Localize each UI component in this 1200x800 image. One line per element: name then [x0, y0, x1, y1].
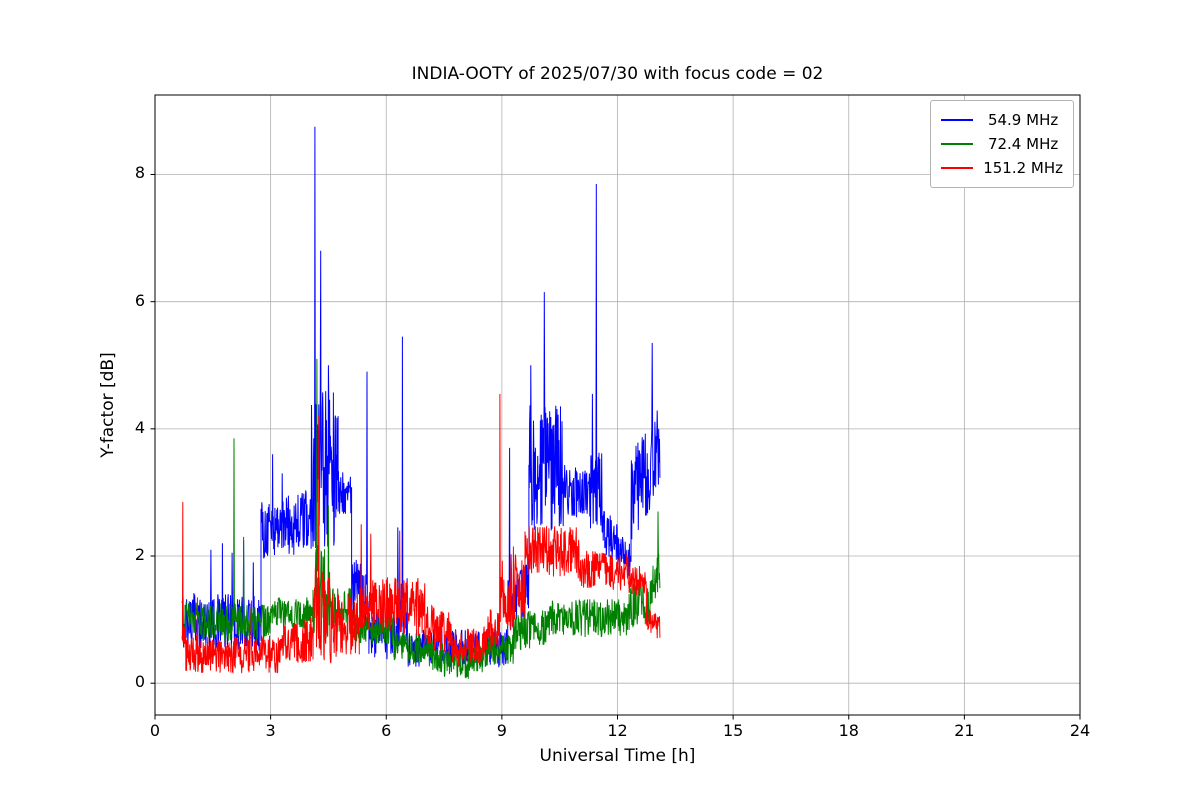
legend-line-sample — [941, 167, 974, 169]
legend-label: 54.9 MHz — [983, 111, 1059, 129]
legend-entry-151.2-mhz: 151.2 MHz — [941, 156, 1063, 180]
x-tick-label: 15 — [722, 721, 744, 740]
x-tick-label: 21 — [954, 721, 975, 740]
legend-label: 151.2 MHz — [983, 159, 1063, 177]
y-tick-label: 4 — [134, 417, 145, 437]
x-tick-label: 24 — [1069, 721, 1091, 740]
x-tick-label: 0 — [149, 721, 161, 740]
x-tick-label: 3 — [265, 721, 276, 740]
series-line-54.9-mhz — [181, 126, 661, 668]
legend-line-sample — [941, 119, 974, 121]
x-tick-label: 12 — [607, 721, 628, 740]
legend-line-sample — [941, 143, 974, 145]
x-tick-label: 18 — [838, 721, 859, 740]
y-tick-label: 2 — [134, 545, 145, 565]
chart-title: INDIA-OOTY of 2025/07/30 with focus code… — [411, 64, 824, 84]
y-tick-label: 8 — [134, 163, 145, 183]
legend-entry-72.4-mhz: 72.4 MHz — [941, 132, 1063, 156]
y-axis-label: Y-factor [dB] — [98, 352, 118, 458]
legend: 54.9 MHz 72.4 MHz 151.2 MHz — [930, 100, 1074, 188]
x-tick-label: 6 — [381, 721, 392, 740]
x-tick-label: 9 — [496, 721, 507, 740]
y-tick-label: 6 — [134, 290, 145, 310]
legend-entry-54.9-mhz: 54.9 MHz — [941, 108, 1063, 132]
series-line-151.2-mhz — [181, 393, 661, 675]
legend-label: 72.4 MHz — [983, 135, 1059, 153]
y-tick-label: 0 — [134, 672, 145, 692]
x-axis-label: Universal Time [h] — [539, 746, 696, 766]
